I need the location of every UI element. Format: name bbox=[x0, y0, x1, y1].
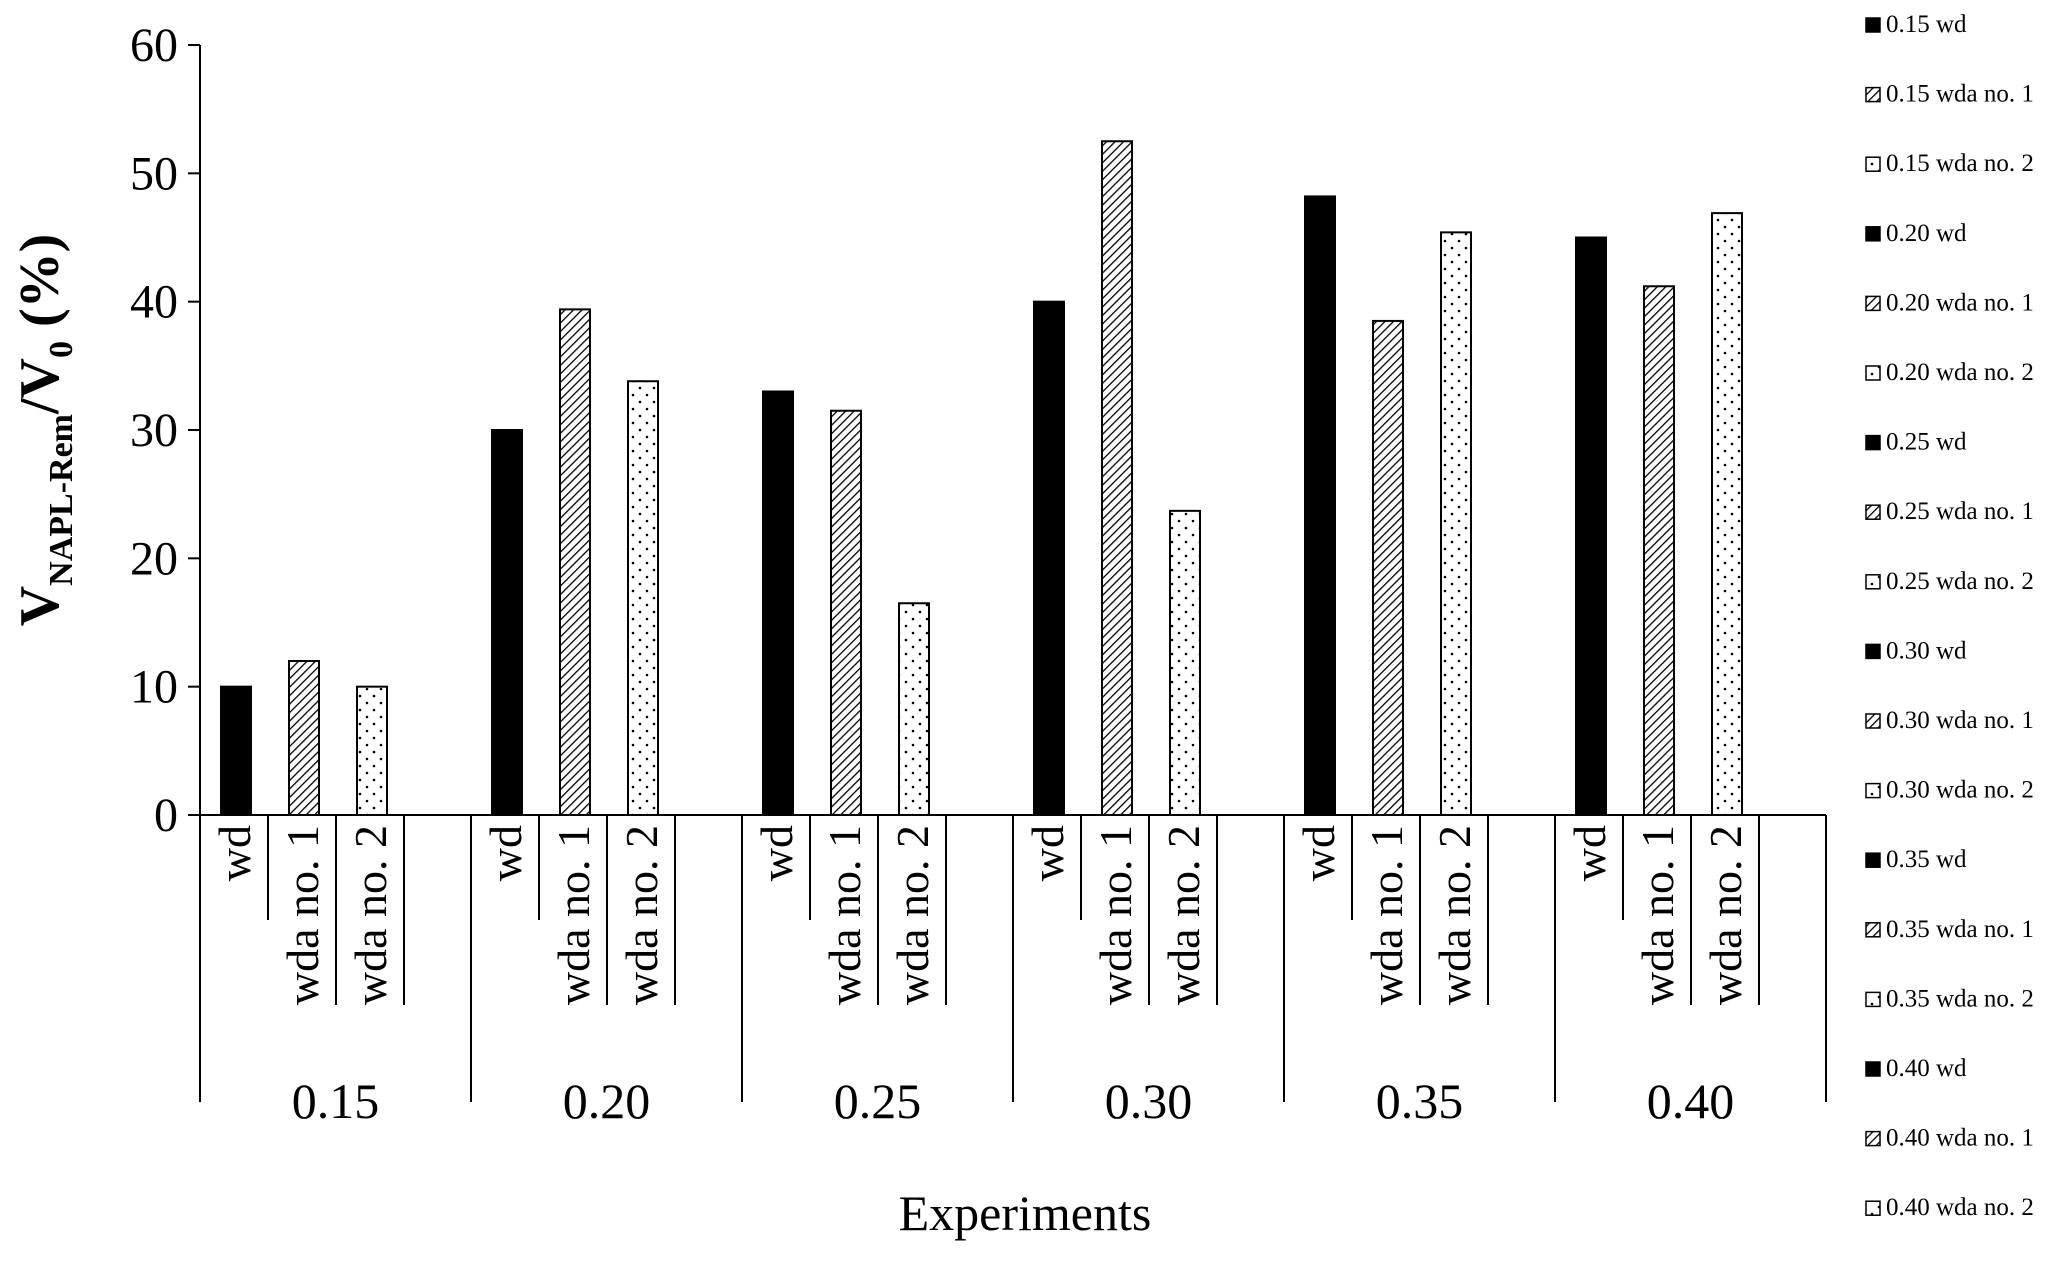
subcategory-label: wda no. 1 bbox=[1090, 825, 1141, 1005]
bar bbox=[1575, 236, 1607, 816]
subcategory-label: wda no. 1 bbox=[819, 825, 870, 1005]
group-label: 0.25 bbox=[834, 1073, 922, 1129]
legend-label: 0.20 wda no. 1 bbox=[1886, 289, 2034, 316]
legend-label: 0.25 wda no. 1 bbox=[1886, 498, 2034, 525]
group-label: 0.15 bbox=[292, 1073, 380, 1129]
bar bbox=[288, 660, 320, 816]
legend-label: 0.25 wda no. 2 bbox=[1886, 568, 2034, 595]
bars bbox=[220, 140, 1743, 817]
bar bbox=[1643, 285, 1675, 816]
legend-label: 0.40 wd bbox=[1886, 1055, 1967, 1082]
legend-swatch bbox=[1865, 922, 1881, 938]
subcategory-label: wd bbox=[751, 825, 802, 881]
group-label: 0.35 bbox=[1376, 1073, 1464, 1129]
legend-swatch bbox=[1865, 1130, 1881, 1147]
legend-label: 0.25 wd bbox=[1886, 429, 1967, 456]
subcategory-label: wd bbox=[480, 825, 531, 881]
legend-swatch bbox=[1865, 782, 1881, 799]
y-tick-label: 60 bbox=[130, 19, 178, 72]
legend-swatch bbox=[1865, 504, 1881, 520]
legend-label: 0.30 wda no. 2 bbox=[1886, 777, 2034, 804]
legend-swatch bbox=[1865, 434, 1881, 451]
legend-swatch bbox=[1865, 713, 1881, 729]
bar bbox=[1101, 140, 1133, 816]
bar bbox=[898, 602, 930, 816]
legend-swatch bbox=[1865, 574, 1881, 590]
y-tick-label: 30 bbox=[130, 404, 178, 457]
legend-label: 0.40 wda no. 1 bbox=[1886, 1125, 2034, 1152]
subcategory-label: wd bbox=[1022, 825, 1073, 881]
subcategory-label: wda no. 2 bbox=[1429, 825, 1480, 1005]
legend-label: 0.15 wda no. 2 bbox=[1886, 150, 2034, 177]
legend-swatch bbox=[1865, 991, 1881, 1008]
y-tick-label: 40 bbox=[130, 276, 178, 329]
y-tick-label: 20 bbox=[130, 532, 178, 585]
subcategory-label: wda no. 2 bbox=[1700, 825, 1751, 1005]
subcategory-label: wda no. 2 bbox=[1158, 825, 1209, 1005]
group-label: 0.40 bbox=[1647, 1073, 1735, 1129]
x-axis-title: Experiments bbox=[899, 1185, 1152, 1241]
bar bbox=[1440, 231, 1472, 817]
legend-label: 0.35 wda no. 1 bbox=[1886, 916, 2034, 943]
legend: 0.15 wd 0.15 wda no. 1 0.15 wda no. 2 0.20 … bbox=[1865, 11, 2034, 1221]
subcategory-label: wd bbox=[1564, 825, 1615, 881]
bar bbox=[830, 409, 862, 816]
legend-label: 0.30 wda no. 1 bbox=[1886, 707, 2034, 734]
bar bbox=[1711, 212, 1743, 817]
subcategory-label: wda no. 2 bbox=[345, 825, 396, 1005]
y-axis-title: VNAPL-Rem/V0 (%) bbox=[9, 234, 80, 627]
legend-label: 0.35 wda no. 2 bbox=[1886, 985, 2034, 1012]
group-label: 0.30 bbox=[1105, 1073, 1193, 1129]
legend-swatch bbox=[1865, 1200, 1881, 1216]
subcategory-label: wda no. 2 bbox=[887, 825, 938, 1005]
y-tick-label: 0 bbox=[154, 789, 178, 842]
bar bbox=[1372, 319, 1404, 816]
legend-label: 0.30 wd bbox=[1886, 637, 1967, 664]
subcategory-label: wda no. 1 bbox=[548, 825, 599, 1005]
bar bbox=[559, 308, 591, 816]
legend-swatch bbox=[1865, 643, 1881, 660]
legend-swatch bbox=[1865, 86, 1881, 103]
bar bbox=[491, 429, 523, 816]
legend-swatch bbox=[1865, 852, 1881, 868]
legend-swatch bbox=[1865, 365, 1881, 381]
group-label: 0.20 bbox=[563, 1073, 651, 1129]
y-axis-ticks: 0 10 20 30 40 50 60 bbox=[130, 19, 200, 842]
bar bbox=[356, 685, 388, 817]
legend-swatch bbox=[1865, 1061, 1881, 1077]
bar bbox=[627, 380, 659, 816]
legend-swatch bbox=[1865, 295, 1881, 312]
legend-label: 0.40 wda no. 2 bbox=[1886, 1194, 2034, 1221]
legend-label: 0.20 wd bbox=[1886, 220, 1967, 247]
bar bbox=[220, 685, 252, 817]
y-tick-label: 50 bbox=[130, 147, 178, 200]
subcategory-label: wda no. 1 bbox=[1361, 825, 1412, 1005]
subcategory-label: wd bbox=[209, 825, 260, 881]
legend-swatch bbox=[1865, 226, 1881, 242]
bar bbox=[1304, 195, 1336, 816]
subcategory-label: wda no. 2 bbox=[616, 825, 667, 1005]
legend-swatch bbox=[1865, 17, 1881, 33]
bar bbox=[1169, 509, 1201, 816]
y-tick-label: 10 bbox=[130, 661, 178, 714]
x-axis-categories: wd wda no. 1 wda no. 2 0.15 wd wda no. 1 wda n… bbox=[199, 815, 1827, 1129]
bar bbox=[762, 390, 794, 816]
legend-label: 0.35 wd bbox=[1886, 846, 1967, 873]
bar bbox=[1033, 300, 1065, 816]
legend-label: 0.15 wd bbox=[1886, 11, 1967, 38]
subcategory-label: wda no. 1 bbox=[1632, 825, 1683, 1005]
legend-swatch bbox=[1865, 156, 1881, 172]
subcategory-label: wda no. 1 bbox=[277, 825, 328, 1005]
legend-label: 0.15 wda no. 1 bbox=[1886, 81, 2034, 108]
legend-label: 0.20 wda no. 2 bbox=[1886, 359, 2034, 386]
subcategory-label: wd bbox=[1293, 825, 1344, 881]
